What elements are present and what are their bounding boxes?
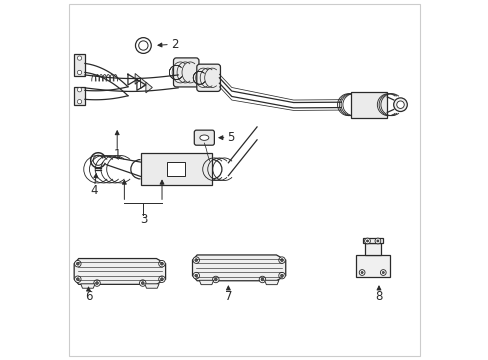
FancyBboxPatch shape	[173, 58, 199, 87]
Circle shape	[77, 56, 81, 60]
Circle shape	[77, 70, 81, 75]
Circle shape	[259, 276, 265, 283]
Bar	[362, 238, 382, 243]
Circle shape	[194, 274, 197, 277]
Text: 1: 1	[113, 148, 121, 161]
Polygon shape	[264, 280, 278, 285]
Text: 8: 8	[374, 290, 382, 303]
Circle shape	[160, 262, 163, 265]
Text: 7: 7	[224, 290, 232, 303]
Circle shape	[366, 240, 368, 242]
Circle shape	[94, 280, 100, 286]
Circle shape	[359, 270, 364, 275]
Circle shape	[76, 278, 79, 281]
Circle shape	[376, 240, 378, 242]
Circle shape	[194, 259, 197, 262]
Circle shape	[212, 276, 219, 283]
Circle shape	[214, 278, 217, 281]
Circle shape	[278, 257, 285, 264]
Circle shape	[141, 282, 144, 284]
Circle shape	[364, 238, 369, 244]
Text: 3: 3	[140, 213, 147, 226]
Text: 2: 2	[170, 38, 178, 51]
Polygon shape	[140, 78, 147, 89]
Circle shape	[159, 261, 165, 267]
Bar	[355, 255, 389, 277]
Polygon shape	[81, 284, 95, 288]
Ellipse shape	[200, 135, 208, 140]
Circle shape	[159, 276, 165, 282]
Bar	[74, 87, 85, 105]
Polygon shape	[145, 82, 152, 93]
Circle shape	[77, 100, 81, 104]
Bar	[140, 153, 212, 185]
Circle shape	[380, 270, 386, 275]
Circle shape	[160, 278, 163, 281]
Ellipse shape	[393, 98, 407, 112]
Polygon shape	[74, 258, 165, 284]
Circle shape	[360, 271, 363, 274]
Circle shape	[193, 273, 199, 279]
Circle shape	[139, 41, 148, 50]
Circle shape	[75, 276, 81, 282]
Circle shape	[280, 274, 283, 277]
Circle shape	[261, 278, 264, 281]
Polygon shape	[144, 284, 159, 288]
Ellipse shape	[396, 101, 404, 108]
Polygon shape	[192, 255, 285, 281]
Bar	[167, 162, 185, 176]
Circle shape	[75, 261, 81, 267]
Circle shape	[139, 280, 146, 286]
Circle shape	[135, 38, 151, 53]
Circle shape	[193, 257, 199, 264]
Circle shape	[95, 282, 98, 284]
Bar	[364, 243, 380, 255]
Circle shape	[278, 273, 285, 279]
FancyBboxPatch shape	[196, 64, 220, 91]
Circle shape	[374, 238, 380, 244]
Bar	[74, 54, 85, 76]
Text: 5: 5	[227, 131, 234, 144]
Circle shape	[76, 262, 79, 265]
Circle shape	[280, 259, 283, 262]
Bar	[351, 92, 386, 118]
Circle shape	[382, 271, 384, 274]
Polygon shape	[135, 73, 142, 84]
Polygon shape	[199, 280, 213, 285]
Text: 4: 4	[91, 184, 98, 197]
FancyBboxPatch shape	[194, 130, 214, 145]
Text: 6: 6	[84, 290, 92, 303]
Circle shape	[77, 87, 81, 92]
